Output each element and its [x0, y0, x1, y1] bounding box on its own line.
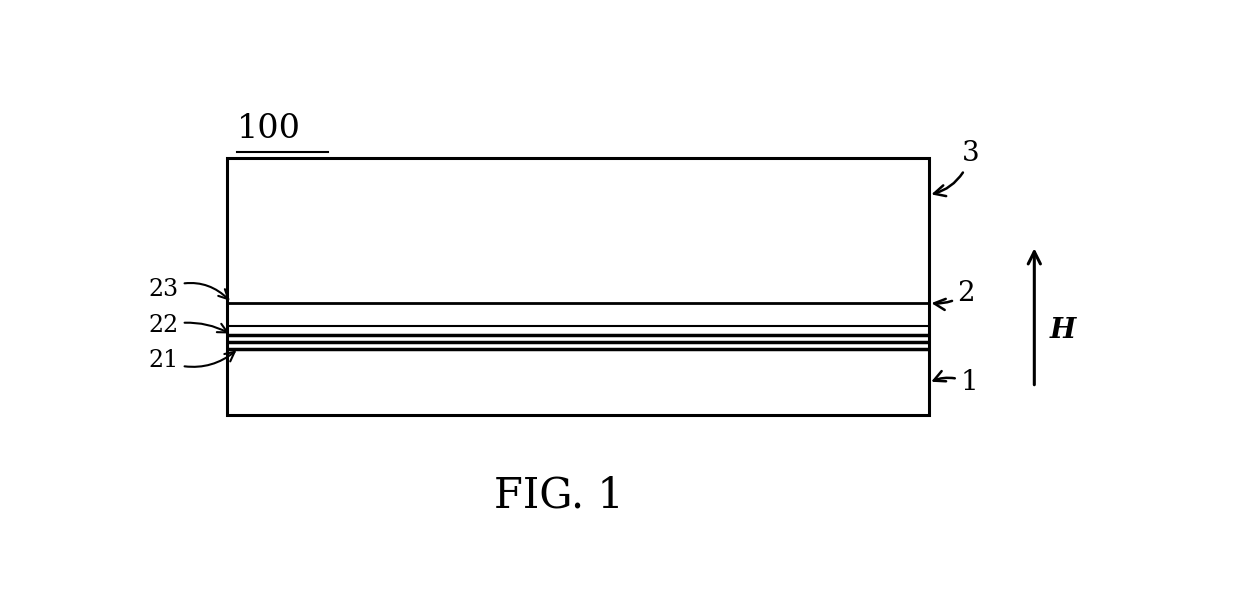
Text: 22: 22 [149, 314, 227, 337]
Text: 21: 21 [149, 349, 234, 372]
Text: H: H [1050, 317, 1076, 344]
Text: 100: 100 [237, 112, 300, 145]
Text: 23: 23 [149, 277, 228, 300]
Text: 2: 2 [934, 280, 975, 310]
Bar [227, 158, 929, 415]
Text: 3: 3 [934, 140, 980, 196]
Text: 1: 1 [934, 369, 978, 396]
Text: FIG. 1: FIG. 1 [494, 474, 624, 516]
